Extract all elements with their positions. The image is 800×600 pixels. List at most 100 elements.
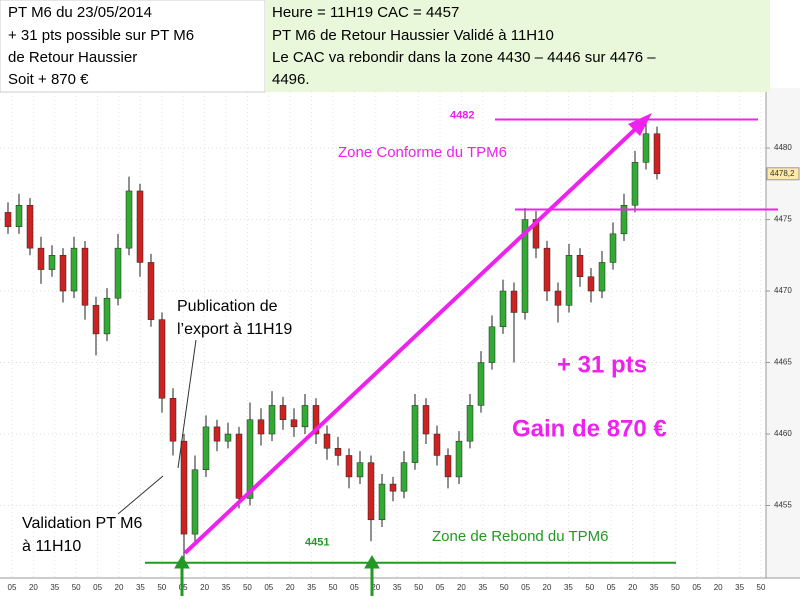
candle-body — [378, 483, 386, 521]
candles — [4, 122, 661, 560]
candle-body — [224, 433, 232, 442]
candle-body — [290, 419, 298, 428]
candle-body — [389, 483, 397, 492]
annotation: Gain de 870 € — [512, 415, 667, 442]
last-price-box — [766, 167, 800, 181]
header-text: de Retour Haussier — [8, 49, 137, 66]
x-tick-label: 05 — [692, 583, 701, 592]
x-tick-label: 35 — [136, 583, 145, 592]
candle-body — [213, 426, 221, 442]
x-tick-label: 20 — [115, 583, 124, 592]
candle-body — [169, 398, 177, 442]
candle-body — [48, 255, 56, 270]
arrow-head — [364, 555, 380, 569]
candle-body — [653, 133, 661, 175]
x-tick-label: 35 — [50, 583, 59, 592]
y-tick-label: 4455 — [774, 501, 792, 510]
y-tick-label: 4480 — [774, 143, 792, 152]
candle-body — [37, 247, 45, 270]
candle-body — [136, 190, 144, 263]
levels: 4482 4451 4478,2 — [145, 109, 800, 564]
candle-body — [565, 255, 573, 306]
x-tick-label: 50 — [500, 583, 509, 592]
candle-body — [609, 233, 617, 263]
candle-body — [26, 204, 34, 249]
candle-body — [257, 419, 265, 435]
x-tick-label: 50 — [671, 583, 680, 592]
x-tick-label: 20 — [200, 583, 209, 592]
candle-body — [103, 297, 111, 335]
candle-body — [235, 433, 243, 499]
candle-body — [598, 262, 606, 292]
candle-body — [356, 462, 364, 478]
x-tick-label: 05 — [436, 583, 445, 592]
candle-body — [400, 462, 408, 492]
annotation: Zone de Rebond du TPM6 — [432, 528, 609, 545]
header-text: PT M6 de Retour Haussier Validé à 11H10 — [272, 27, 554, 44]
candle-body — [587, 276, 595, 292]
pointer-line — [177, 339, 197, 469]
candle-body — [323, 433, 331, 449]
x-tick-label: 50 — [72, 583, 81, 592]
candle-body — [477, 362, 485, 406]
candle-body — [334, 448, 342, 456]
candle-body — [279, 405, 287, 420]
candle-body — [466, 405, 474, 442]
candle-body — [345, 455, 353, 478]
candle-body — [642, 133, 650, 163]
candle-body — [191, 469, 199, 535]
header-left-box — [0, 0, 266, 93]
header-text: PT M6 du 23/05/2014 — [8, 4, 152, 21]
x-tick-label: 35 — [650, 583, 659, 592]
header-text: Le CAC va rebondir dans la zone 4430 – 4… — [272, 49, 656, 66]
x-tick-label: 50 — [585, 583, 594, 592]
header-text: 4496. — [272, 71, 310, 88]
candle-body — [59, 255, 67, 292]
candle-body — [444, 455, 452, 478]
candle-body — [576, 255, 584, 277]
x-tick-label: 50 — [757, 583, 766, 592]
candle-body — [81, 247, 89, 306]
x-tick-label: 05 — [350, 583, 359, 592]
candle-body — [521, 219, 529, 313]
y-tick-label: 4460 — [774, 429, 792, 438]
trend-arrow-head — [628, 113, 652, 136]
annotation: l’export à 11H19 — [177, 321, 292, 338]
x-tick-label: 05 — [264, 583, 273, 592]
candle-body — [70, 247, 78, 292]
x-tick-label: 35 — [564, 583, 573, 592]
x-tick-label: 05 — [607, 583, 616, 592]
header-text: Soit + 870 € — [8, 71, 89, 88]
annotation: Publication de — [177, 298, 278, 315]
x-tick-label: 20 — [457, 583, 466, 592]
candle-body — [114, 247, 122, 299]
annotation: Zone Conforme du TPM6 — [338, 144, 507, 161]
x-tick-label: 20 — [29, 583, 38, 592]
candle-body — [180, 440, 188, 535]
candle-body — [433, 433, 441, 456]
candle-body — [147, 262, 155, 320]
x-tick-label: 35 — [307, 583, 316, 592]
header-text: + 31 pts possible sur PT M6 — [8, 27, 194, 44]
candle-body — [92, 305, 100, 335]
x-tick-label: 05 — [521, 583, 530, 592]
x-tick-label: 20 — [543, 583, 552, 592]
candle-body — [4, 212, 12, 227]
candle-body — [499, 290, 507, 328]
candle-body — [125, 190, 133, 249]
candle-body — [15, 204, 23, 227]
candle-body — [246, 419, 254, 499]
candle-body — [422, 405, 430, 435]
candle-body — [532, 219, 540, 249]
rebound-arrows — [174, 555, 380, 596]
pointer-line — [117, 475, 164, 515]
level-label: 4451 — [305, 537, 329, 549]
x-tick-label: 35 — [222, 583, 231, 592]
header-right-box — [265, 0, 770, 92]
x-tick-label: 20 — [286, 583, 295, 592]
y-tick-label: 4470 — [774, 286, 792, 295]
x-tick-label: 50 — [157, 583, 166, 592]
x-tick-label: 35 — [735, 583, 744, 592]
candle-body — [543, 247, 551, 292]
